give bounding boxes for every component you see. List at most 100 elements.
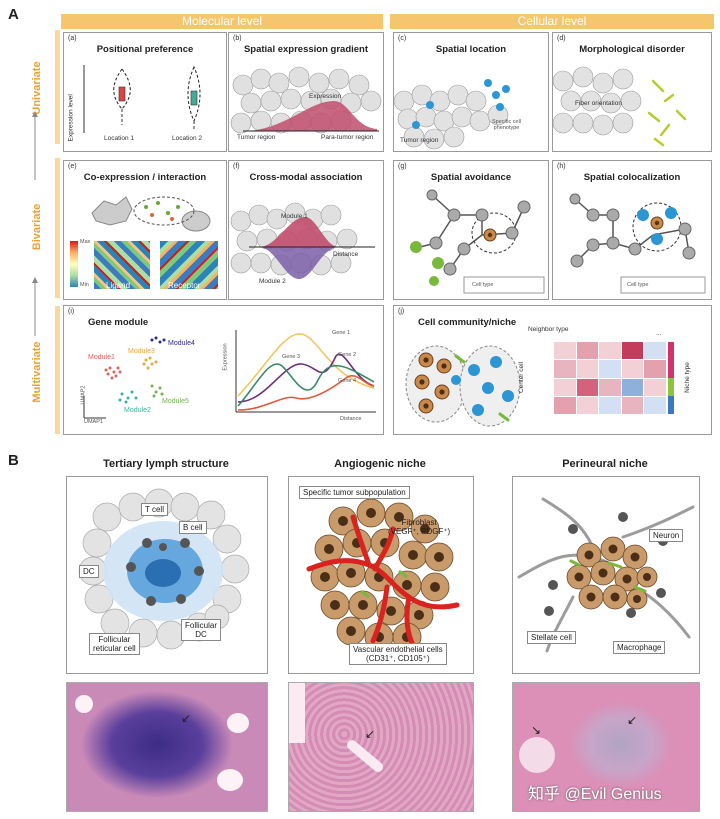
panel-d-title: Morphological disorder — [579, 44, 685, 55]
panel-e-letter: (e) — [68, 163, 77, 170]
panel-b-spatial-gradient: (b) Spatial expression gradient Expressi… — [228, 32, 384, 152]
niche-type-bar-2 — [668, 378, 674, 396]
receptor-heatmap — [160, 241, 218, 289]
panel-b-letter: (b) — [233, 35, 242, 42]
panel-g-avoidance: (g) Spatial avoidance Cell type — [393, 160, 549, 300]
niche-cells-illustration — [405, 345, 521, 427]
peri-neuron-label: Neuron — [649, 529, 684, 542]
panel-a-positional-preference: (a) Positional preference Expression lev… — [63, 32, 227, 152]
angio-specific-label: Specific tumor subpopulation — [299, 486, 410, 499]
row-strip-bivariate — [55, 158, 60, 298]
panel-g-letter: (g) — [398, 163, 407, 170]
center-cell-label: Center cell — [518, 361, 526, 394]
expression-colorbar — [70, 241, 78, 287]
panel-c-spatial-location: (c) Spatial location Specific cell phenot… — [393, 32, 549, 152]
section-b-letter: B — [8, 452, 19, 469]
angio-illustration — [306, 498, 460, 652]
row-strip-multivariate — [55, 306, 60, 434]
panel-h-letter: (h) — [557, 163, 566, 170]
gene4-label: Gene 4 — [338, 378, 357, 384]
tissue-blue-cells — [394, 79, 510, 150]
panel-e-title: Co-expression / interaction — [83, 172, 207, 183]
angio-vec-label: Vascular endothelial cells (CD31⁺, CD105⁺… — [349, 643, 447, 665]
angio-vec-line2: (CD31⁺, CD105⁺) — [366, 654, 430, 663]
panel-d-fiber: Fiber orientation — [575, 100, 622, 107]
umap-module2: Module2 — [124, 407, 151, 414]
neighbor-type-label: Neighbor type — [528, 326, 569, 333]
panel-c-pheno-line1: Specific cell — [492, 119, 522, 125]
tissue-gradient-illustration — [230, 66, 382, 134]
he-vessel-lumen — [519, 737, 555, 773]
tls-diagram: T cell B cell DC Follicular DC Follicular… — [66, 476, 268, 674]
he-vessel-lumen — [344, 738, 386, 774]
section-a-letter: A — [8, 6, 19, 23]
panel-h-title: Spatial colocalization — [583, 172, 681, 183]
panel-h-colocalization: (h) Spatial colocalization Cell type — [552, 160, 712, 300]
panel-f-title: Cross-modal association — [249, 172, 363, 183]
fiber-illustration — [553, 66, 687, 147]
panel-b-para: Para-tumor region — [321, 134, 374, 141]
he-arrow-icon: ↙ — [181, 711, 192, 725]
colorbar-min: Min — [80, 282, 89, 288]
gene-curves-plot — [235, 330, 376, 413]
tls-fdc-label: Follicular DC — [181, 619, 222, 641]
tls-fdc-line2: DC — [195, 630, 207, 639]
tls-dc-label: DC — [79, 565, 99, 578]
panel-j-title: Cell community/niche — [418, 317, 517, 328]
row-strip-univariate — [55, 30, 60, 144]
gene-plot-xlabel: Distance — [340, 416, 362, 422]
umap-module4: Module4 — [168, 340, 195, 347]
tls-title: Tertiary lymph structure — [103, 458, 229, 470]
tls-tcell-label: T cell — [141, 503, 168, 516]
niche-type-bar-1 — [668, 342, 674, 378]
panel-c-pheno-line2: phenotype — [493, 125, 520, 131]
angio-diagram: Specific tumor subpopulation Fibroblast(… — [288, 476, 474, 674]
peri-illustration — [517, 497, 695, 653]
panel-i-letter: (i) — [68, 308, 75, 315]
he-fat-vacuole — [75, 695, 93, 713]
umap-module1: Module1 — [88, 354, 115, 361]
panel-c-title: Spatial location — [435, 44, 507, 55]
angio-vec-line1: Vascular endothelial cells — [353, 645, 443, 654]
colorbar-max: Max — [80, 239, 91, 245]
angio-title: Angiogenic niche — [334, 458, 426, 470]
avoidance-graph — [410, 189, 545, 294]
angio-fibroblast-label: Fibroblast (VEGF⁺, PDGF⁺) — [385, 517, 453, 537]
progression-arrow — [32, 111, 38, 336]
he-arrow-icon: ↙ — [365, 727, 376, 741]
panel-g-title: Spatial avoidance — [430, 172, 512, 183]
ligand-label: Ligand — [106, 281, 131, 290]
panel-e-coexpression: (e) Co-expression / interaction Max Min … — [63, 160, 227, 300]
niche-heatmap — [554, 342, 666, 414]
ligand-heatmap — [94, 241, 150, 289]
panel-c-phenotype: Specific cell phenotype — [492, 119, 521, 131]
he-fat-vacuole — [227, 713, 249, 733]
angio-fib-line2: (VEGF⁺, PDGF⁺) — [388, 527, 451, 536]
panel-j-letter: (j) — [398, 308, 405, 315]
header-cellular: Cellular level — [390, 14, 714, 29]
niche-type-bar-3 — [668, 396, 674, 414]
peri-title: Perineural niche — [562, 458, 648, 470]
panel-c-letter: (c) — [398, 35, 407, 42]
he-arrow-icon: ↘ — [531, 723, 542, 737]
crossmodal-illustration — [230, 202, 375, 279]
tls-frc-label: Follicular reticular cell — [89, 633, 140, 655]
panel-a-letter: (a) — [68, 35, 77, 42]
colocalization-graph — [569, 193, 706, 294]
gene3-label: Gene 3 — [282, 354, 301, 360]
tls-fdc-line1: Follicular — [185, 621, 218, 630]
panel-b-title: Spatial expression gradient — [243, 44, 369, 55]
gene-plot-ylabel: Expression — [222, 343, 229, 371]
panel-f-module1: Module 1 — [281, 213, 308, 220]
panel-g-celltype: Cell type — [472, 282, 494, 288]
umap1-label: UMAP1 — [84, 419, 103, 425]
panel-i-title: Gene module — [88, 317, 149, 328]
peri-he-image: ↙ ↘ — [512, 682, 700, 812]
panel-d-letter: (d) — [557, 35, 566, 42]
he-vessel-lumen — [289, 683, 305, 743]
gene2-label: Gene 2 — [338, 352, 357, 358]
he-fat-vacuole — [217, 769, 243, 791]
panel-a-loc1: Location 1 — [104, 135, 134, 142]
umap-scatter — [83, 336, 166, 419]
violin-plot-icon — [83, 65, 201, 133]
